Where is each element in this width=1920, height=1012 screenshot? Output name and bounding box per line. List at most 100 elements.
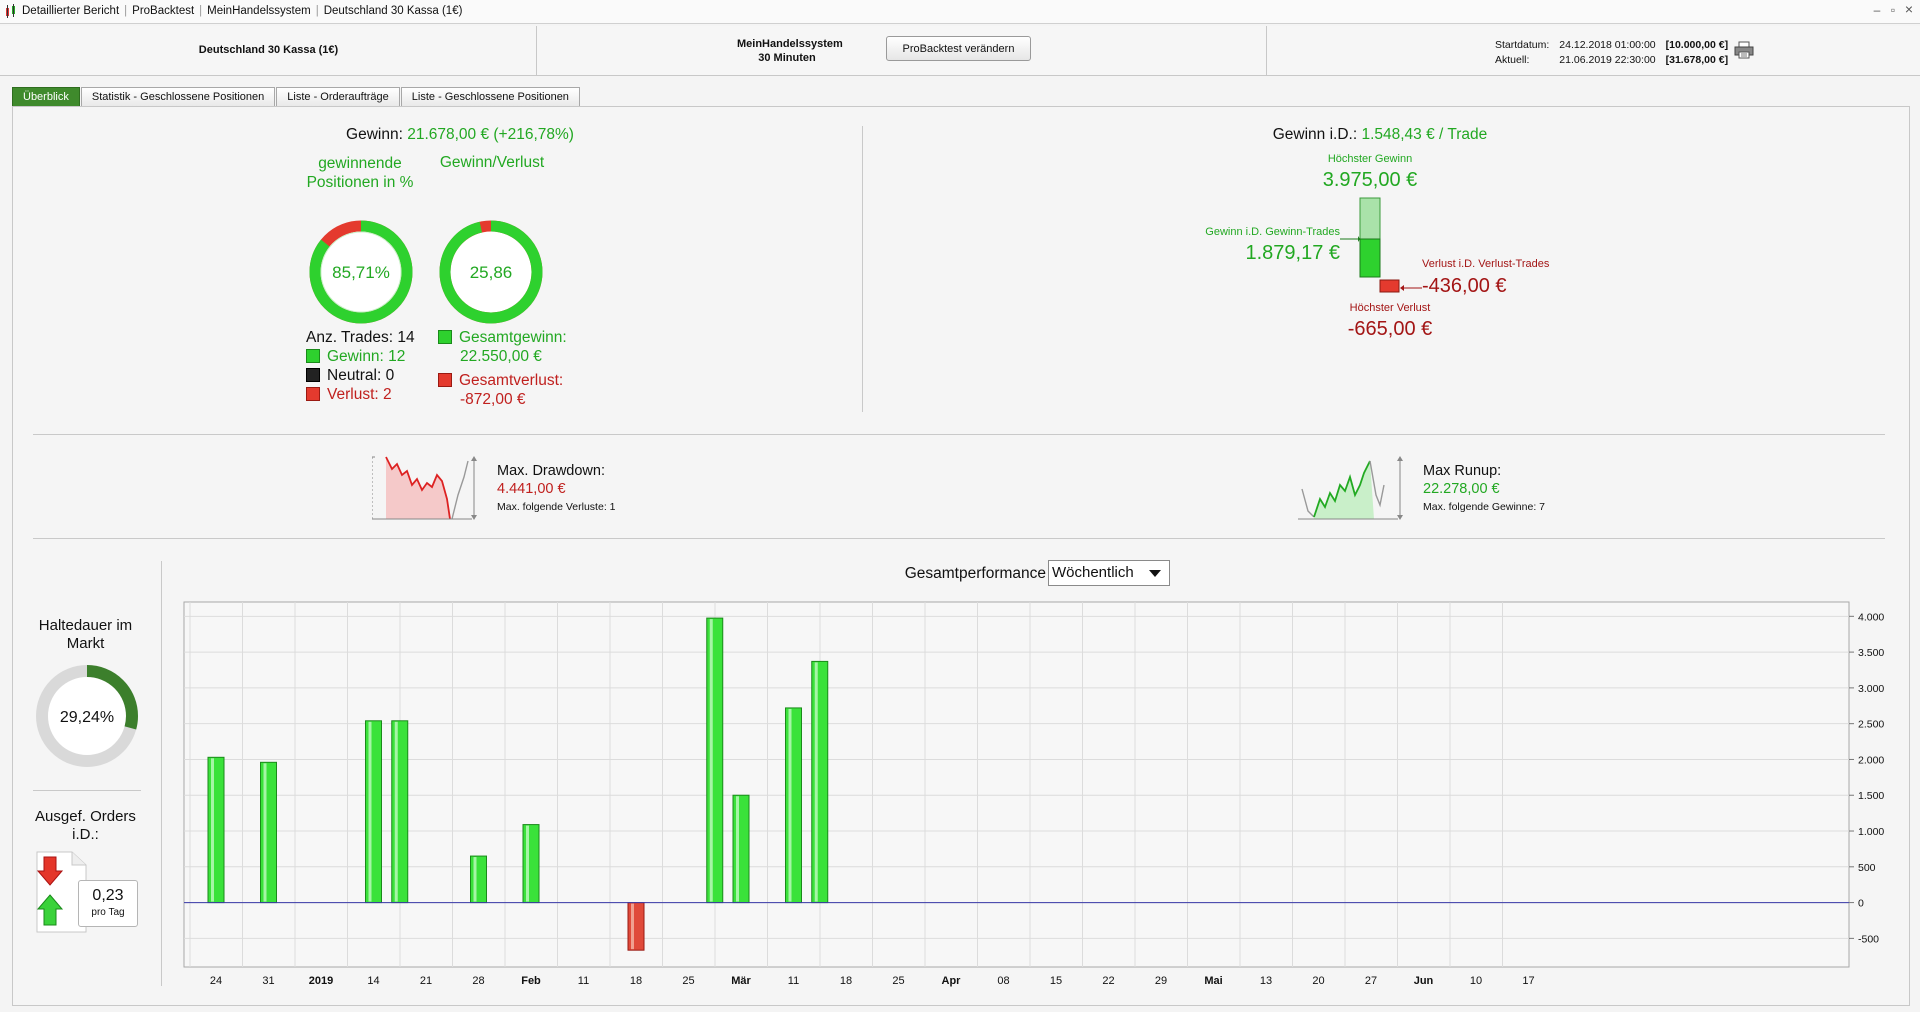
trade-counts: Anz. Trades: 14 Gewinn: 12 Neutral: 0 Ve… bbox=[306, 328, 415, 404]
gain-legend-swatch bbox=[438, 330, 452, 344]
drawdown-sparkline-icon bbox=[372, 456, 477, 520]
bar-highlight bbox=[211, 758, 214, 902]
totals: Gesamtgewinn: 22.550,00 € Gesamtverlust:… bbox=[438, 328, 567, 409]
x-tick-label: Apr bbox=[942, 975, 962, 987]
bar-highlight bbox=[473, 857, 477, 902]
report-tabs: Überblick Statistik - Geschlossene Positi… bbox=[12, 87, 581, 106]
highest-gain-label: Höchster Gewinn bbox=[1327, 153, 1413, 165]
loss-legend-swatch bbox=[306, 387, 320, 401]
tab-statistics-closed[interactable]: Statistik - Geschlossene Positionen bbox=[80, 87, 276, 106]
breadcrumb-item[interactable]: MeinHandelssystem bbox=[207, 5, 311, 17]
neutral-legend-swatch bbox=[306, 368, 320, 382]
x-tick-label: 24 bbox=[210, 975, 222, 987]
window-titlebar: Detaillierter Bericht | ProBacktest | MeinHa… bbox=[0, 0, 1920, 24]
minimize-button[interactable]: – bbox=[1873, 3, 1881, 17]
bar-highlight bbox=[263, 763, 267, 902]
wins-count: Gewinn: 12 bbox=[327, 348, 406, 365]
x-tick-label: 20 bbox=[1312, 975, 1324, 987]
runup-sub: Max. folgende Gewinne: 7 bbox=[1423, 501, 1545, 513]
restore-button[interactable]: ▫ bbox=[1890, 3, 1896, 17]
profit-summary: Gewinn: 21.678,00 € (+216,78%) bbox=[300, 126, 620, 144]
x-tick-label: 28 bbox=[472, 975, 484, 987]
profit-value: 21.678,00 € (+216,78%) bbox=[407, 126, 574, 143]
bar-highlight bbox=[709, 619, 713, 902]
bar-highlight bbox=[368, 721, 372, 902]
avg-loss-arrow bbox=[1400, 285, 1422, 291]
donut-fill-arc bbox=[36, 665, 138, 767]
x-tick-label: Mai bbox=[1204, 975, 1222, 987]
win-pct-donut: 85,71% bbox=[309, 220, 413, 324]
x-tick-label: 27 bbox=[1365, 975, 1377, 987]
performance-chart: -500 0 500 1.000 1.500 2.000 2.500 3.000 3.500 4.… bbox=[183, 601, 1884, 987]
holding-title: Haltedauer im Markt bbox=[38, 617, 133, 652]
total-gain-value: 22.550,00 € bbox=[460, 348, 542, 365]
loss-legend-swatch bbox=[438, 373, 452, 387]
tab-overview[interactable]: Überblick bbox=[12, 87, 80, 106]
breadcrumb-item[interactable]: Deutschland 30 Kassa (1€) bbox=[323, 5, 463, 17]
bar-highlight bbox=[526, 825, 529, 902]
x-tick-label: 11 bbox=[788, 975, 799, 987]
highest-loss-value: -665,00 € bbox=[1347, 318, 1433, 340]
avg-loss-bar bbox=[1379, 279, 1400, 293]
runup-value: 22.278,00 € bbox=[1423, 481, 1500, 497]
neutral-count: Neutral: 0 bbox=[327, 367, 395, 384]
breadcrumb-item[interactable]: Detaillierter Bericht bbox=[22, 5, 120, 17]
system-cell: MeinHandelssystem 30 Minuten ProBacktest… bbox=[537, 26, 1267, 76]
avg-value: 1.548,43 € / Trade bbox=[1361, 126, 1488, 143]
section-divider bbox=[33, 434, 1885, 435]
x-tick-label: 17 bbox=[1522, 975, 1534, 987]
current-label: Aktuell: bbox=[1495, 54, 1530, 66]
breadcrumb-item[interactable]: ProBacktest bbox=[132, 5, 195, 17]
x-tick-label: 11 bbox=[578, 975, 589, 987]
orders-value-box: 0,23 pro Tag bbox=[78, 880, 138, 927]
period-select[interactable]: Wöchentlich bbox=[1048, 560, 1170, 586]
bar-negative bbox=[627, 902, 645, 951]
start-date: 24.12.2018 01:00:00 bbox=[1559, 39, 1656, 51]
printer-icon[interactable] bbox=[1734, 41, 1754, 59]
x-tick-label: 25 bbox=[682, 975, 694, 987]
donut-win-arc bbox=[439, 220, 543, 324]
instrument-cell: Deutschland 30 Kassa (1€) bbox=[0, 26, 537, 76]
orders-title: Ausgef. Orders i.D.: bbox=[35, 808, 136, 843]
avg-loss-label: Verlust i.D. Verlust-Trades bbox=[1422, 258, 1550, 270]
bar-positive bbox=[522, 824, 540, 904]
y-tick-label: 3.000 bbox=[1858, 683, 1884, 695]
bar-positive bbox=[706, 617, 724, 904]
instrument-name: Deutschland 30 Kassa (1€) bbox=[198, 44, 339, 56]
tab-closed-positions-list[interactable]: Liste - Geschlossene Positionen bbox=[400, 87, 580, 106]
x-tick-label: 25 bbox=[892, 975, 904, 987]
holding-value: 29,24% bbox=[60, 709, 114, 726]
orders-unit: pro Tag bbox=[91, 907, 125, 918]
start-label: Startdatum: bbox=[1495, 39, 1550, 51]
close-button[interactable]: × bbox=[1904, 1, 1914, 17]
drawdown-value: 4.441,00 € bbox=[497, 481, 566, 497]
y-tick-label: 2.000 bbox=[1858, 754, 1884, 766]
y-tick-label: -500 bbox=[1858, 933, 1879, 945]
avg-summary: Gewinn i.D.: 1.548,43 € / Trade bbox=[1180, 126, 1580, 144]
holding-donut: 29,24% bbox=[36, 665, 138, 767]
modify-backtest-button[interactable]: ProBacktest verändern bbox=[886, 36, 1031, 61]
win-pct-value: 85,71% bbox=[332, 263, 390, 282]
bar-positive bbox=[260, 761, 277, 904]
x-tick-label: 21 bbox=[420, 975, 432, 987]
drawdown-label: Max. Drawdown: bbox=[497, 463, 605, 479]
profit-label: Gewinn: bbox=[346, 126, 403, 143]
bar-highlight bbox=[814, 662, 818, 902]
y-tick-label: 4.000 bbox=[1858, 611, 1884, 623]
section-divider bbox=[161, 561, 162, 986]
x-tick-label: 15 bbox=[1050, 975, 1062, 987]
bar-positive bbox=[811, 660, 829, 904]
tab-order-list[interactable]: Liste - Orderaufträge bbox=[276, 87, 400, 106]
bar-positive bbox=[732, 794, 750, 904]
avg-gain-value: 1.879,17 € bbox=[1245, 242, 1340, 264]
bar-positive bbox=[470, 855, 487, 904]
x-tick-label: Feb bbox=[521, 975, 541, 987]
plot-area bbox=[183, 601, 1850, 968]
avg-gain-label: Gewinn i.D. Gewinn-Trades bbox=[1205, 226, 1340, 238]
x-tick-label: 29 bbox=[1155, 975, 1167, 987]
avg-loss-value: -436,00 € bbox=[1422, 275, 1507, 297]
total-gain-label: Gesamtgewinn: bbox=[459, 329, 567, 346]
x-tick-label: 18 bbox=[840, 975, 852, 987]
losses-count: Verlust: 2 bbox=[327, 386, 392, 403]
highest-gain-value: 3.975,00 € bbox=[1322, 169, 1418, 191]
